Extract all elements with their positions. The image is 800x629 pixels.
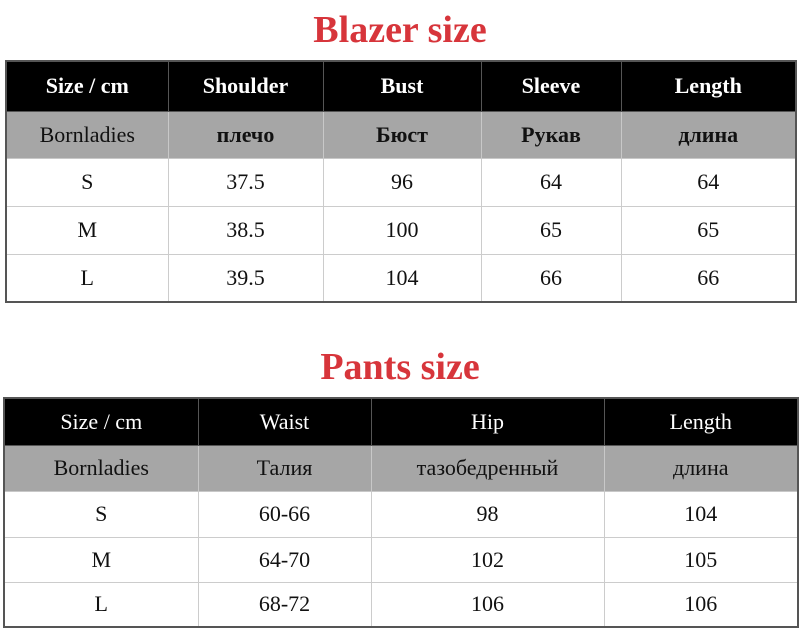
- table-cell: L: [3, 581, 199, 628]
- table-cell: 100: [322, 205, 482, 255]
- table-cell: 106: [603, 581, 799, 628]
- subheader-cell: Рукав: [480, 110, 622, 159]
- pants-size-title: Pants size: [320, 346, 480, 388]
- table-cell: 106: [370, 581, 605, 628]
- table-cell: 60-66: [197, 490, 372, 538]
- table-row: M 38.5 100 65 65: [5, 205, 797, 255]
- subheader-cell: длина: [603, 444, 799, 492]
- subheader-cell: Талия: [197, 444, 372, 492]
- subheader-cell: Bornladies: [5, 110, 169, 159]
- subheader-cell: тазобедренный: [370, 444, 605, 492]
- table-cell: 65: [620, 205, 797, 255]
- header-cell: Sleeve: [480, 60, 622, 112]
- header-cell: Size / cm: [5, 60, 169, 112]
- header-row: Size / cm Shoulder Bust Sleeve Length: [5, 60, 797, 112]
- subheader-cell: Bornladies: [3, 444, 199, 492]
- table-row: L 39.5 104 66 66: [5, 253, 797, 303]
- header-cell: Hip: [370, 397, 605, 446]
- table-cell: 64-70: [197, 536, 372, 583]
- table-cell: 65: [480, 205, 622, 255]
- table-cell: 96: [322, 157, 482, 207]
- table-cell: 64: [480, 157, 622, 207]
- table-cell: 98: [370, 490, 605, 538]
- table-cell: 66: [620, 253, 797, 303]
- subheader-cell: длина: [620, 110, 797, 159]
- header-cell: Size / cm: [3, 397, 199, 446]
- header-cell: Waist: [197, 397, 372, 446]
- table-cell: L: [5, 253, 169, 303]
- table-cell: 39.5: [167, 253, 324, 303]
- header-cell: Bust: [322, 60, 482, 112]
- table-cell: 66: [480, 253, 622, 303]
- table-cell: M: [5, 205, 169, 255]
- header-cell: Length: [603, 397, 799, 446]
- table-cell: 104: [603, 490, 799, 538]
- table-cell: S: [3, 490, 199, 538]
- table-cell: S: [5, 157, 169, 207]
- table-row: S 60-66 98 104: [3, 490, 799, 538]
- table-row: M 64-70 102 105: [3, 536, 799, 583]
- subheader-row: Bornladies Талия тазобедренный длина: [3, 444, 799, 492]
- table-cell: 64: [620, 157, 797, 207]
- blazer-size-title: Blazer size: [313, 9, 487, 51]
- table-cell: 68-72: [197, 581, 372, 628]
- table-cell: 104: [322, 253, 482, 303]
- blazer-size-table: Size / cm Shoulder Bust Sleeve Length Bo…: [5, 60, 797, 303]
- table-row: S 37.5 96 64 64: [5, 157, 797, 207]
- header-cell: Shoulder: [167, 60, 324, 112]
- subheader-row: Bornladies плечо Бюст Рукав длина: [5, 110, 797, 159]
- table-cell: 38.5: [167, 205, 324, 255]
- header-row: Size / cm Waist Hip Length: [3, 397, 799, 446]
- pants-size-table: Size / cm Waist Hip Length Bornladies Та…: [3, 397, 799, 628]
- table-cell: 102: [370, 536, 605, 583]
- table-cell: M: [3, 536, 199, 583]
- table-cell: 105: [603, 536, 799, 583]
- subheader-cell: плечо: [167, 110, 324, 159]
- header-cell: Length: [620, 60, 797, 112]
- subheader-cell: Бюст: [322, 110, 482, 159]
- table-cell: 37.5: [167, 157, 324, 207]
- table-row: L 68-72 106 106: [3, 581, 799, 628]
